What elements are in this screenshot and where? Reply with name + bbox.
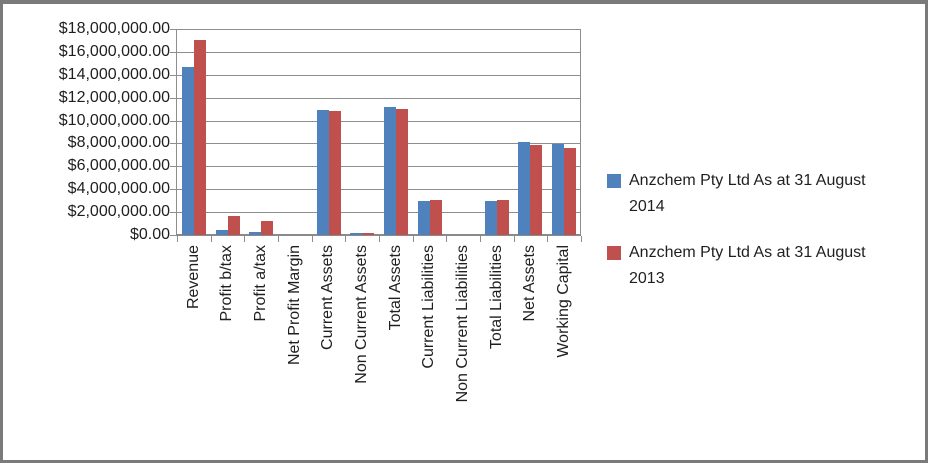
x-axis-tick (480, 236, 481, 242)
bar-series1 (317, 110, 329, 235)
legend-label: Anzchem Pty Ltd As at 31 August 2013 (629, 244, 866, 287)
y-tick-label: $4,000,000.00 (67, 180, 170, 197)
y-tick-label: $18,000,000.00 (58, 20, 170, 37)
x-axis-tick (345, 236, 346, 242)
x-axis-line (176, 234, 581, 236)
y-axis-line (176, 29, 177, 235)
bar-series1 (350, 233, 362, 235)
bar-series1 (552, 144, 564, 235)
y-axis-tick (170, 166, 176, 167)
category-label-slot: Total Liabilities (480, 245, 514, 445)
category-label: Current Liabilities (420, 245, 438, 369)
bar-series1 (485, 201, 497, 235)
y-tick-label: $2,000,000.00 (67, 203, 170, 220)
x-axis-tick (547, 236, 548, 242)
category-label: Profit b/tax (218, 245, 236, 322)
category-label: Non Current Assets (353, 245, 371, 384)
category-label-slot: Total Assets (379, 245, 413, 445)
y-axis-tick (170, 143, 176, 144)
x-axis-tick (446, 236, 447, 242)
y-axis-tick (170, 52, 176, 53)
x-axis-tick (379, 236, 380, 242)
plot-area (170, 29, 582, 242)
x-axis-tick (312, 236, 313, 242)
x-axis-tick (211, 236, 212, 242)
y-tick-label: $16,000,000.00 (58, 43, 170, 60)
y-axis-tick (170, 212, 176, 213)
y-tick-label: $10,000,000.00 (58, 112, 170, 129)
gridline (177, 75, 581, 76)
legend-swatch-icon (607, 174, 621, 188)
category-label-slot: Non Current Assets (345, 245, 379, 445)
x-axis-tick (581, 236, 582, 242)
bar-series1 (418, 201, 430, 235)
y-axis-tick (170, 75, 176, 76)
y-axis-tick (170, 189, 176, 190)
category-label: Working Capital (555, 245, 573, 358)
x-axis-tick (514, 236, 515, 242)
bar-series2 (329, 111, 341, 235)
category-label-slot: Profit a/tax (244, 245, 278, 445)
gridline (177, 29, 581, 30)
bar-series2 (430, 200, 442, 235)
category-label-slot: Current Liabilities (413, 245, 447, 445)
category-label: Non Current Liabilities (454, 245, 472, 403)
y-axis-tick (170, 235, 176, 236)
category-label: Current Assets (319, 245, 337, 350)
category-label-slot: Net Profit Margin (278, 245, 312, 445)
x-axis-tick (413, 236, 414, 242)
x-axis-tick (244, 236, 245, 242)
category-label-slot: Working Capital (547, 245, 581, 445)
category-label: Revenue (184, 245, 202, 310)
y-tick-label: $12,000,000.00 (58, 89, 170, 106)
gridline (177, 98, 581, 99)
y-tick-label: $14,000,000.00 (58, 66, 170, 83)
category-label: Total Assets (386, 245, 404, 331)
bar-series1 (249, 232, 261, 235)
y-tick-label: $0.00 (129, 226, 170, 243)
legend-item: Anzchem Pty Ltd As at 31 August 2014 (607, 168, 897, 220)
legend-swatch-icon (607, 246, 621, 260)
category-label-slot: Current Assets (312, 245, 346, 445)
gridline (177, 121, 581, 122)
gridline (177, 52, 581, 53)
bar-series1 (384, 107, 396, 235)
category-label-slot: Net Assets (514, 245, 548, 445)
gridline (177, 212, 581, 213)
category-label: Total Liabilities (487, 245, 505, 350)
x-axis-tick (278, 236, 279, 242)
bar-series1 (518, 142, 530, 235)
bar-series2 (497, 200, 509, 235)
gridline (177, 189, 581, 190)
bar-series2 (194, 40, 206, 235)
y-tick-label: $6,000,000.00 (67, 157, 170, 174)
plot-right-border (580, 29, 581, 235)
bar-series2 (228, 216, 240, 235)
x-axis-tick (177, 236, 178, 242)
y-axis-tick (170, 121, 176, 122)
y-axis-tick (170, 98, 176, 99)
legend-item: Anzchem Pty Ltd As at 31 August 2013 (607, 240, 897, 292)
y-axis-tick (170, 29, 176, 30)
category-label-slot: Profit b/tax (211, 245, 245, 445)
bar-series1 (216, 230, 228, 235)
bar-series2 (261, 221, 273, 235)
bar-series2 (362, 233, 374, 235)
category-label: Net Assets (521, 245, 539, 322)
legend: Anzchem Pty Ltd As at 31 August 2014 Anzc… (607, 168, 897, 312)
legend-label: Anzchem Pty Ltd As at 31 August 2014 (629, 172, 866, 215)
gridline (177, 166, 581, 167)
bar-series1 (182, 67, 194, 235)
gridline (177, 143, 581, 144)
category-label: Profit a/tax (252, 245, 270, 322)
category-label-slot: Non Current Liabilities (446, 245, 480, 445)
category-label-slot: Revenue (177, 245, 211, 445)
category-label: Net Profit Margin (285, 245, 303, 366)
bar-series2 (396, 109, 408, 235)
bar-series2 (564, 148, 576, 235)
y-tick-label: $8,000,000.00 (67, 134, 170, 151)
bar-series2 (530, 145, 542, 235)
